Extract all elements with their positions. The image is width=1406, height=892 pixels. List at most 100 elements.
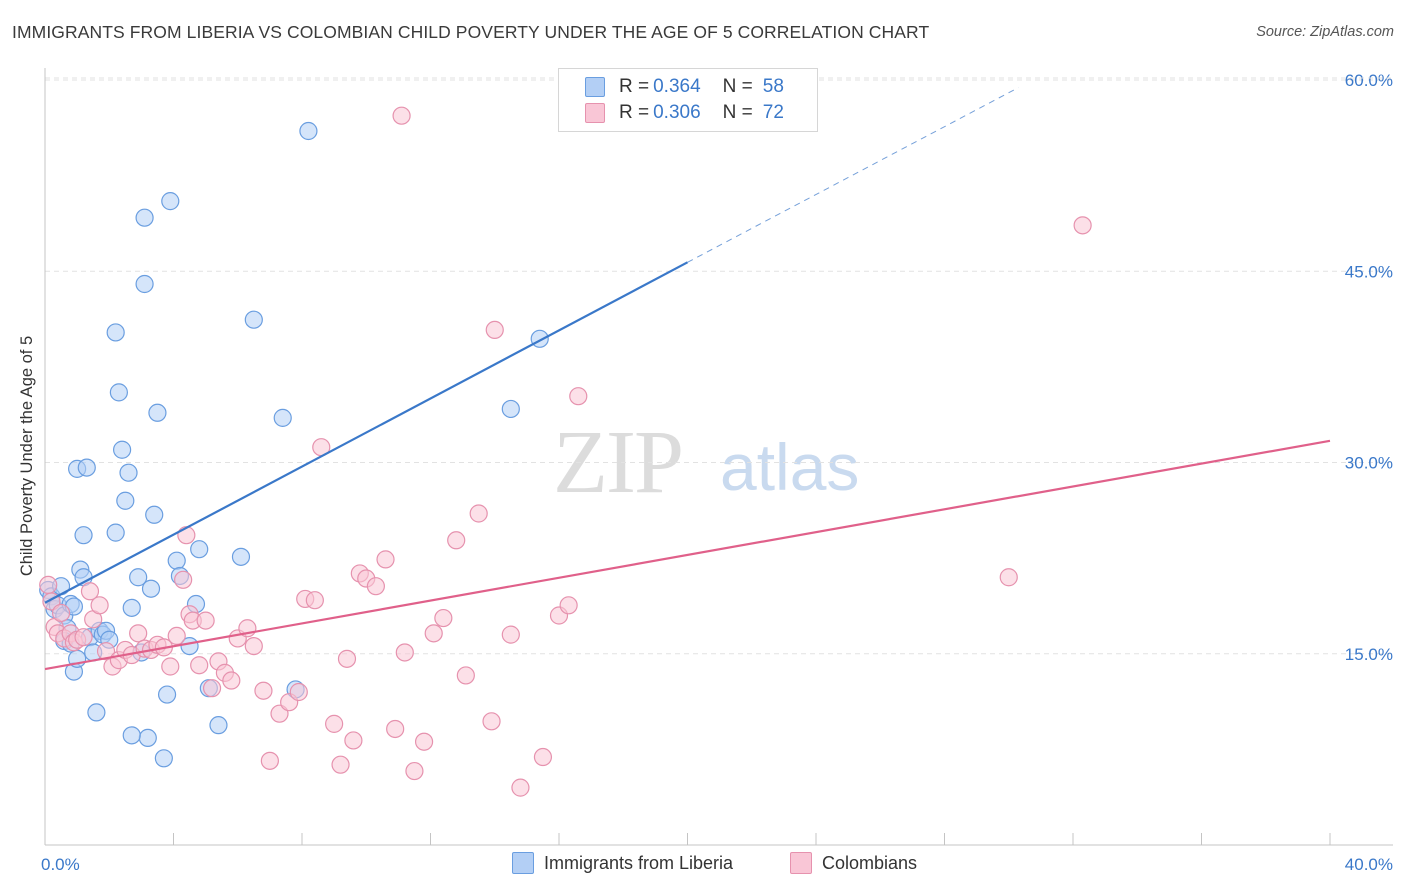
point-liberia (122, 598, 141, 617)
point-liberia (501, 399, 520, 419)
point-colombians (161, 657, 180, 676)
point-colombians (96, 642, 116, 661)
point-colombians (447, 531, 466, 550)
correlation-legend: R = 0.364 N = 58 R = 0.306 N = 72 (558, 68, 818, 132)
point-colombians (90, 596, 109, 615)
point-liberia (106, 323, 125, 342)
point-colombians (331, 755, 350, 774)
legend-n-value: 58 (762, 76, 784, 97)
point-liberia (129, 568, 148, 587)
point-liberia (167, 551, 186, 570)
point-liberia (141, 579, 161, 598)
point-colombians (244, 636, 263, 656)
point-liberia (138, 728, 157, 748)
point-colombians (569, 387, 588, 406)
point-liberia (209, 716, 228, 735)
point-liberia (161, 192, 180, 211)
point-liberia (116, 491, 135, 510)
point-colombians (174, 570, 193, 589)
point-colombians (177, 526, 196, 545)
point-colombians (559, 596, 578, 615)
point-colombians (511, 778, 530, 797)
y-tick-label: 15.0% (1345, 645, 1393, 664)
point-liberia (299, 121, 318, 141)
point-colombians (469, 504, 488, 523)
legend-n-value: 72 (762, 102, 784, 123)
point-liberia (122, 726, 141, 745)
point-colombians (366, 577, 385, 596)
point-colombians (129, 624, 148, 643)
point-colombians (456, 666, 475, 685)
legend-r-value: 0.306 (653, 102, 701, 123)
point-liberia (74, 526, 93, 545)
trendline-liberia-extension (687, 87, 1019, 263)
point-liberia (157, 685, 177, 704)
point-colombians (386, 719, 405, 739)
point-colombians (305, 591, 324, 610)
point-colombians (414, 732, 434, 751)
point-liberia (112, 440, 132, 459)
point-liberia (119, 463, 138, 482)
x-tick-label: 0.0% (41, 855, 80, 874)
legend-row-liberia: R = 0.364 N = 58 (585, 75, 784, 99)
point-liberia (77, 458, 96, 477)
point-colombians (74, 628, 93, 647)
point-liberia (135, 208, 154, 227)
point-colombians (196, 611, 215, 630)
point-colombians (80, 582, 100, 601)
point-liberia (244, 310, 263, 329)
chart-source: Source: ZipAtlas.com (1256, 24, 1394, 40)
point-colombians (434, 608, 453, 628)
point-liberia (87, 703, 106, 722)
point-liberia (273, 408, 292, 427)
x-tick-label: 40.0% (1345, 855, 1393, 874)
point-liberia (231, 547, 251, 566)
point-colombians (51, 603, 71, 623)
bottom-legend-colombians: Colombians (790, 852, 917, 874)
point-colombians (485, 320, 504, 339)
watermark-atlas: atlas (720, 430, 859, 504)
legend-n-label: N = (722, 102, 753, 123)
legend-n-label: N = (722, 76, 753, 97)
y-tick-label: 45.0% (1345, 262, 1393, 281)
point-colombians (254, 681, 273, 700)
point-colombians (392, 106, 411, 125)
point-colombians (405, 761, 424, 781)
point-liberia (148, 403, 167, 422)
point-colombians (260, 751, 279, 770)
trendline-liberia (44, 261, 689, 604)
bottom-legend-liberia: Immigrants from Liberia (512, 852, 733, 874)
legend-swatch-colombians (585, 103, 605, 123)
point-colombians (376, 550, 395, 569)
point-liberia (190, 540, 209, 559)
legend-r-label: R = (619, 76, 650, 97)
point-liberia (109, 383, 128, 402)
point-liberia (154, 749, 173, 768)
point-colombians (344, 731, 363, 750)
legend-row-colombians: R = 0.306 N = 72 (585, 101, 784, 125)
point-liberia (145, 505, 164, 524)
point-liberia (106, 523, 125, 542)
point-colombians (289, 682, 308, 702)
point-liberia (135, 274, 154, 294)
bottom-legend-label-colombians: Colombians (822, 852, 918, 873)
legend-swatch-liberia (585, 77, 605, 97)
point-colombians (39, 575, 58, 595)
legend-r-label: R = (619, 102, 650, 123)
bottom-legend-label-liberia: Immigrants from Liberia (544, 852, 734, 873)
y-axis-label: Child Poverty Under the Age of 5 (18, 336, 36, 576)
trendline-colombians (44, 439, 1331, 671)
point-colombians (482, 712, 501, 731)
legend-r-value: 0.364 (653, 76, 701, 97)
chart-title: IMMIGRANTS FROM LIBERIA VS COLOMBIAN CHI… (12, 22, 930, 42)
point-colombians (424, 624, 443, 643)
watermark-zip: ZIP (553, 413, 682, 512)
point-colombians (222, 671, 241, 690)
point-colombians (395, 643, 414, 662)
bottom-legend-swatch-colombians (790, 852, 812, 874)
point-colombians (325, 714, 344, 733)
point-colombians (337, 649, 357, 668)
point-colombians (501, 625, 520, 644)
point-colombians (167, 626, 186, 646)
y-tick-label: 30.0% (1345, 454, 1393, 473)
